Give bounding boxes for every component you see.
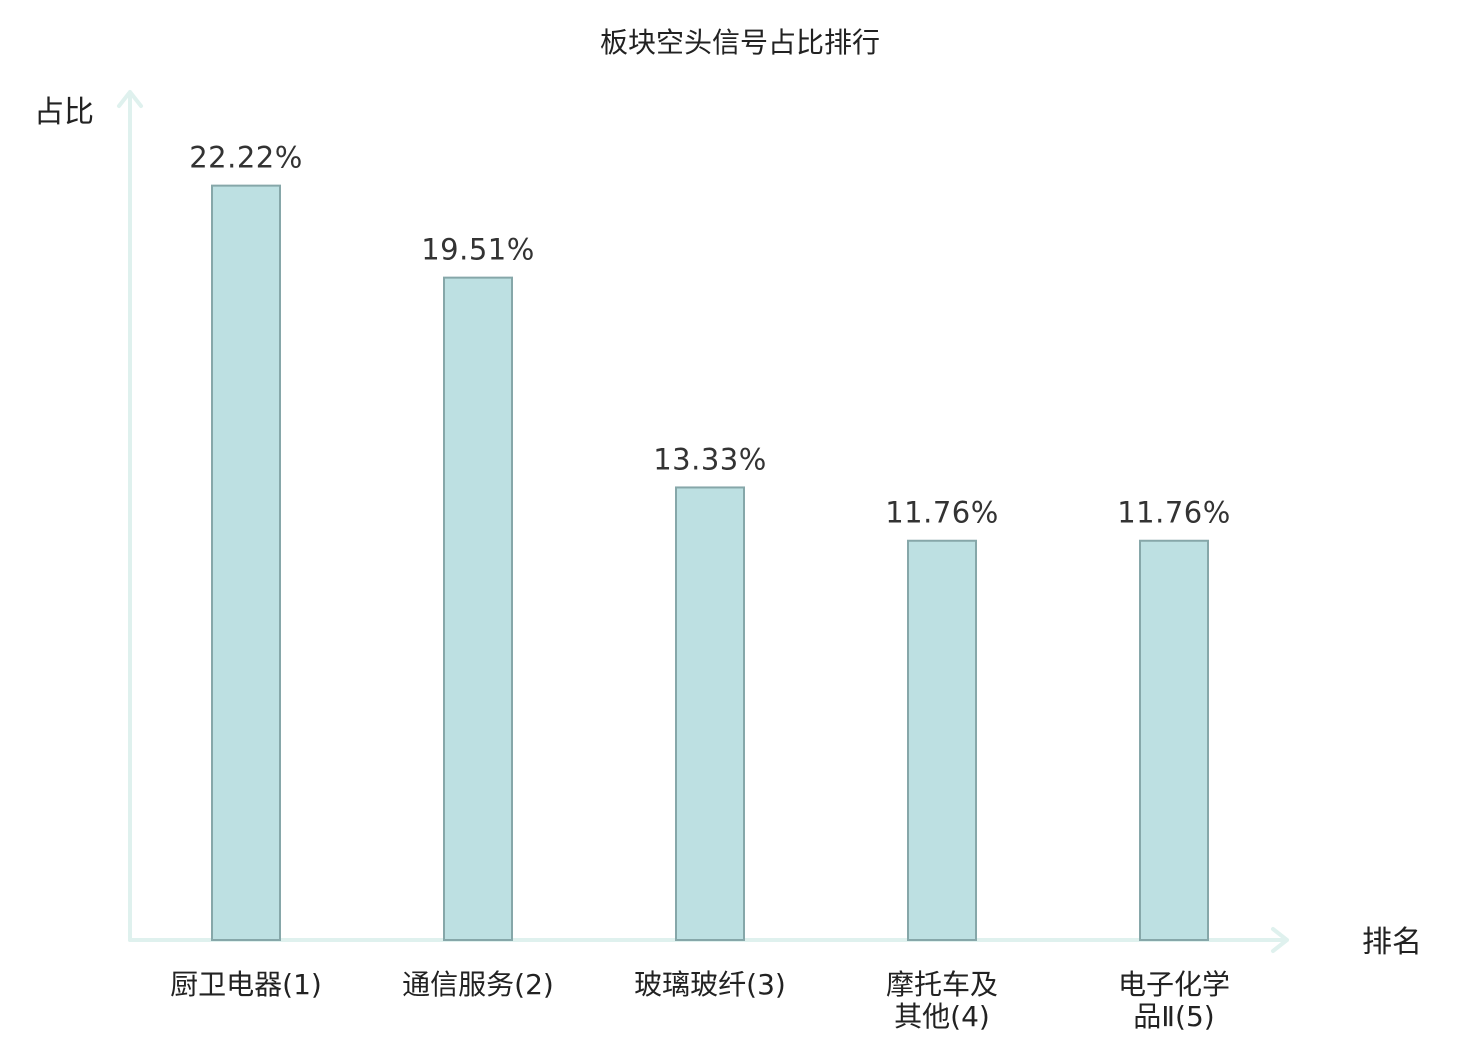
category-label-5-line-1: 电子化学 <box>1118 968 1230 1001</box>
category-label-2: 通信服务(2) <box>402 968 554 1001</box>
bar-4 <box>907 539 977 941</box>
y-axis <box>117 90 143 942</box>
x-axis-label: 排名 <box>1362 925 1422 960</box>
y-axis-label: 占比 <box>34 95 94 130</box>
value-label-5: 11.76% <box>1117 496 1231 530</box>
category-label-5-line-2: 品Ⅱ(5) <box>1133 1000 1214 1033</box>
category-label-3: 玻璃玻纤(3) <box>634 968 786 1001</box>
value-label-group: 22.22% 19.51% 13.33% 11.76% 11.76% <box>189 141 1231 530</box>
bar-group <box>211 184 1209 942</box>
category-label-4-line-1: 摩托车及 <box>886 968 998 1001</box>
chart-title: 板块空头信号占比排行 <box>600 26 880 59</box>
value-label-3: 13.33% <box>653 442 767 476</box>
value-label-2: 19.51% <box>421 233 535 267</box>
bar-5 <box>1139 539 1209 941</box>
category-label-4-line-2: 其他(4) <box>894 1000 990 1033</box>
category-label-1: 厨卫电器(1) <box>170 968 322 1001</box>
value-label-1: 22.22% <box>189 141 303 175</box>
bar-3 <box>675 486 745 941</box>
value-label-4: 11.76% <box>885 496 999 530</box>
bar-2 <box>443 276 513 941</box>
bar-1 <box>211 184 281 942</box>
